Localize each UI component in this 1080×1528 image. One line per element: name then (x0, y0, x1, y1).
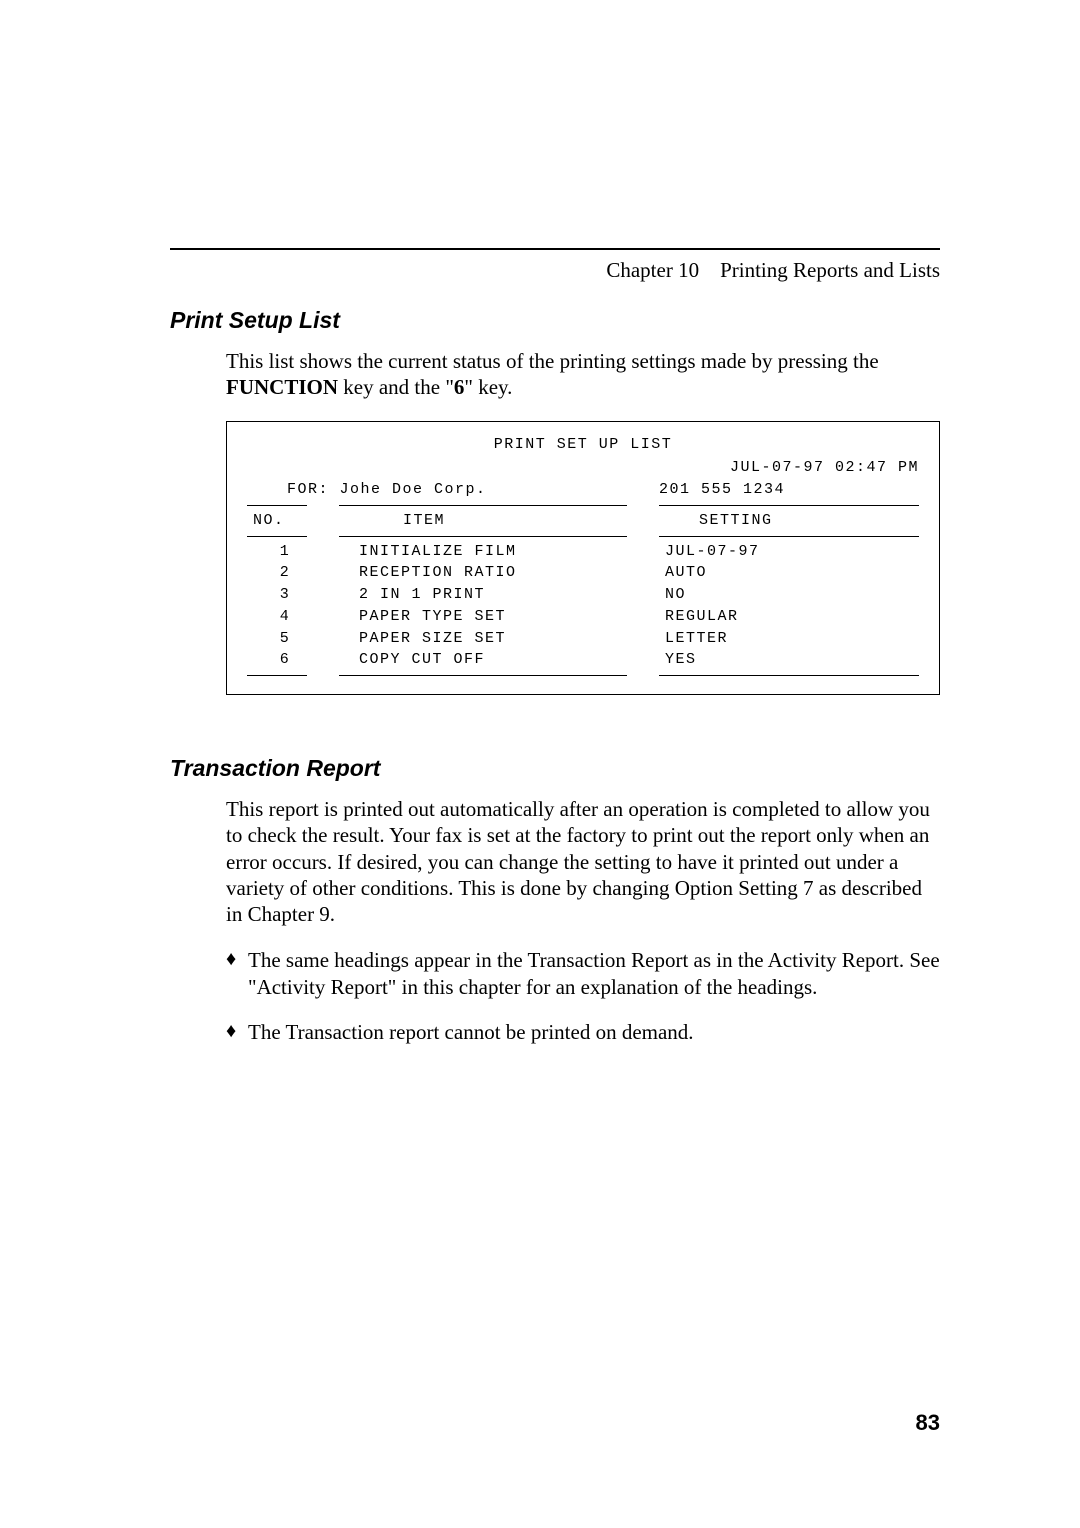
key-function: FUNCTION (226, 375, 338, 399)
col-header-setting: SETTING (659, 510, 919, 532)
report-phone: 201 555 1234 (659, 479, 919, 501)
text-frag: This list shows the current status of th… (226, 349, 879, 373)
cell-no: 2 (247, 562, 317, 584)
divider-rule (170, 248, 940, 250)
section1-body: This list shows the current status of th… (226, 348, 940, 401)
cell-no: 4 (247, 606, 317, 628)
cell-item: PAPER SIZE SET (317, 628, 659, 650)
key-six: 6 (454, 375, 465, 399)
report-rule-row (247, 505, 919, 506)
print-setup-report: PRINT SET UP LIST JUL-07-97 02:47 PM FOR… (226, 421, 940, 696)
table-row: 5PAPER SIZE SETLETTER (247, 628, 919, 650)
report-timestamp: JUL-07-97 02:47 PM (247, 457, 919, 479)
section2-body: This report is printed out automatically… (226, 796, 940, 1046)
cell-item: 2 IN 1 PRINT (317, 584, 659, 606)
text-frag: " key. (464, 375, 512, 399)
table-row: 4PAPER TYPE SETREGULAR (247, 606, 919, 628)
rule-seg (247, 536, 307, 537)
chapter-title: Printing Reports and Lists (720, 258, 940, 282)
rule-seg (247, 505, 307, 506)
bullet-text: The same headings appear in the Transact… (248, 947, 940, 1001)
table-row: 2RECEPTION RATIOAUTO (247, 562, 919, 584)
col-header-item: ITEM (317, 510, 659, 532)
report-title: PRINT SET UP LIST (247, 434, 919, 456)
cell-setting: REGULAR (659, 606, 919, 628)
cell-no: 3 (247, 584, 317, 606)
report-rows: 1INITIALIZE FILMJUL-07-972RECEPTION RATI… (247, 541, 919, 672)
report-for: FOR: Johe Doe Corp. (287, 479, 487, 501)
bullet-item: ♦ The Transaction report cannot be print… (226, 1019, 940, 1046)
rule-seg (339, 536, 627, 537)
page-number: 83 (916, 1410, 940, 1436)
rule-seg (659, 505, 919, 506)
bullet-text: The Transaction report cannot be printed… (248, 1019, 940, 1046)
cell-setting: LETTER (659, 628, 919, 650)
cell-no: 1 (247, 541, 317, 563)
report-rule-row (247, 675, 919, 676)
diamond-icon: ♦ (226, 947, 248, 1001)
cell-setting: NO (659, 584, 919, 606)
rule-seg (247, 675, 307, 676)
cell-no: 5 (247, 628, 317, 650)
cell-item: RECEPTION RATIO (317, 562, 659, 584)
section-heading-transaction: Transaction Report (170, 755, 940, 782)
chapter-label: Chapter 10 (606, 258, 699, 282)
cell-item: PAPER TYPE SET (317, 606, 659, 628)
rule-seg (659, 675, 919, 676)
cell-setting: JUL-07-97 (659, 541, 919, 563)
rule-seg (339, 675, 627, 676)
cell-item: INITIALIZE FILM (317, 541, 659, 563)
rule-seg (659, 536, 919, 537)
cell-setting: YES (659, 649, 919, 671)
table-row: 1INITIALIZE FILMJUL-07-97 (247, 541, 919, 563)
col-header-no: NO. (247, 510, 317, 532)
report-rule-row (247, 536, 919, 537)
table-row: 6COPY CUT OFFYES (247, 649, 919, 671)
rule-seg (339, 505, 627, 506)
report-meta: FOR: Johe Doe Corp. 201 555 1234 (247, 479, 919, 501)
cell-setting: AUTO (659, 562, 919, 584)
cell-no: 6 (247, 649, 317, 671)
chapter-line: Chapter 10 Printing Reports and Lists (170, 258, 940, 283)
bullet-item: ♦ The same headings appear in the Transa… (226, 947, 940, 1001)
report-header-row: NO. ITEM SETTING (247, 510, 919, 532)
table-row: 32 IN 1 PRINTNO (247, 584, 919, 606)
section2-para: This report is printed out automatically… (226, 796, 940, 927)
section-heading-print-setup: Print Setup List (170, 307, 940, 334)
diamond-icon: ♦ (226, 1019, 248, 1046)
cell-item: COPY CUT OFF (317, 649, 659, 671)
text-frag: key and the " (338, 375, 454, 399)
section1-intro: This list shows the current status of th… (226, 348, 940, 401)
